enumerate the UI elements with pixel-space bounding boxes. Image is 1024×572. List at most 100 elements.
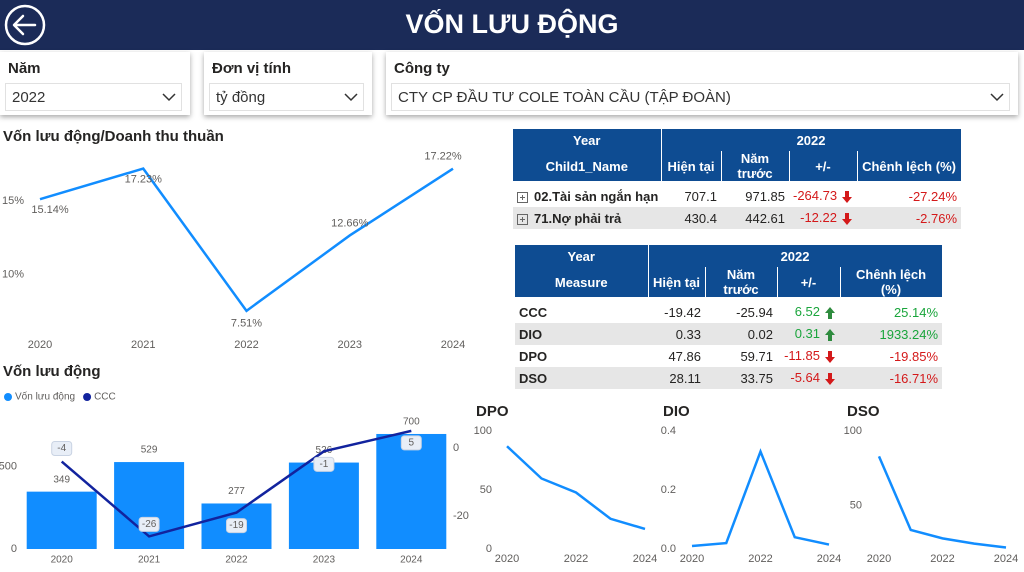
data-label: 349: [53, 474, 70, 485]
cell-text: 28.11: [669, 370, 701, 386]
back-button[interactable]: [3, 3, 47, 47]
dropdown[interactable]: CTY CP ĐẦU TƯ COLE TOÀN CẦU (TẬP ĐOÀN): [391, 83, 1010, 111]
y-tick-label: 0.0: [661, 543, 676, 555]
cell-text: -25.94: [736, 304, 773, 320]
dropdown-value: tỷ đồng: [216, 89, 266, 106]
header-cell: Measure: [515, 267, 649, 297]
x-tick-label: 2023: [338, 339, 362, 351]
data-label-box: [51, 441, 73, 457]
data-label: -4: [57, 443, 66, 454]
y-tick-label: 0.2: [661, 484, 676, 496]
header-cell: Chênh lệch (%): [857, 151, 962, 181]
cell-text: 0.33: [675, 326, 701, 342]
cell-text: 25.14%: [893, 304, 939, 320]
header-cell: Year: [513, 129, 662, 151]
header-cell: +/-: [789, 151, 858, 181]
x-tick-label: 2020: [495, 553, 519, 565]
table-cell: -19.85%: [840, 345, 942, 367]
company-filter: Công ty CTY CP ĐẦU TƯ COLE TOÀN CẦU (TẬP…: [386, 52, 1018, 115]
dropdown[interactable]: 2022: [5, 83, 182, 111]
table-row: CCC -19.42 -25.94 6.52 25.14%: [515, 301, 942, 323]
down-arrow: [842, 190, 853, 203]
cell-text: 6.52: [794, 304, 820, 320]
legend-label: CCC: [94, 392, 116, 403]
cell-text: -264.73: [793, 188, 838, 204]
table-cell: 971.85: [721, 185, 789, 207]
x-tick-label: 2024: [817, 553, 841, 565]
table-cell: -5.64: [777, 367, 840, 389]
unit-filter: Đơn vị tính tỷ đồng: [204, 52, 372, 115]
table-cell: -11.85: [777, 345, 840, 367]
table-cell: 28.11: [648, 367, 705, 389]
cell-text: -27.24%: [908, 188, 958, 204]
header-cell: Năm trước: [721, 151, 790, 181]
dropdown[interactable]: tỷ đồng: [209, 83, 364, 111]
header-cell: +/-: [777, 267, 841, 297]
cell-text: DSO: [519, 370, 548, 386]
y-tick-label: 0.4: [661, 425, 676, 437]
table-cell: DSO: [515, 367, 648, 389]
table-row: DSO 28.11 33.75 -5.64 -16.71%: [515, 367, 943, 389]
data-label: 7.51%: [231, 318, 262, 330]
table-cell: 25.14%: [840, 301, 942, 323]
data-label: 15.14%: [31, 204, 69, 216]
table-cell: -27.24%: [857, 185, 961, 207]
table-cell: -19.42: [648, 301, 705, 323]
cell-text: -5.64: [790, 370, 820, 386]
cell-text: -16.71%: [889, 370, 939, 386]
x-tick-label: 2022: [564, 553, 588, 565]
y-tick-label: 100: [474, 425, 492, 437]
table-cell: 6.52: [777, 301, 840, 323]
x-tick-label: 2020: [867, 553, 891, 565]
table-cell: DIO: [515, 323, 648, 345]
dropdown-value: 2022: [12, 89, 46, 106]
cell-text: 02.Tài sản ngắn hạn: [534, 188, 659, 204]
cell-text: -19.42: [664, 304, 701, 320]
cell-text: 430.4: [684, 210, 717, 226]
y2-tick-label: 0: [453, 442, 459, 454]
bar: [376, 433, 447, 549]
data-label: -26: [142, 519, 157, 530]
table-cell: DPO: [515, 345, 648, 367]
data-label: 5: [409, 438, 415, 449]
cell-text: 71.Nợ phải trả: [534, 210, 622, 226]
header-cell: Chênh lệch (%): [840, 267, 943, 297]
cell-text: -2.76%: [915, 210, 958, 226]
filter-label: Năm: [8, 60, 41, 77]
y-tick-label: 0: [486, 543, 492, 555]
chart-title: Vốn lưu động/Doanh thu thuần: [3, 128, 224, 145]
table-cell: 59.71: [705, 345, 777, 367]
cell-text: 33.75: [740, 370, 773, 386]
data-label-box: [400, 435, 422, 451]
data-label: 277: [228, 486, 245, 497]
header-bar: VỐN LƯU ĐỘNG: [0, 0, 1024, 50]
expand-icon[interactable]: [517, 191, 528, 203]
header-cell: Hiện tại: [648, 267, 706, 297]
cell-text: -12.22: [800, 210, 837, 226]
up-arrow: [825, 328, 835, 341]
legend-label: Vốn lưu động: [15, 391, 75, 403]
y-tick-label: 15%: [2, 195, 24, 207]
header-cell: Hiện tại: [661, 151, 722, 181]
table-row: DIO 0.33 0.02 0.31 1933.24%: [515, 323, 943, 345]
header-cell: 2022: [648, 245, 943, 267]
table-cell: -25.94: [705, 301, 777, 323]
header-cell: 2022: [661, 129, 962, 151]
table-row: DPO 47.86 59.71 -11.85 -19.85%: [515, 345, 942, 367]
expand-icon[interactable]: [517, 213, 528, 225]
table-cell: 0.31: [777, 323, 840, 345]
bar: [26, 491, 97, 549]
data-label-box: [226, 518, 247, 534]
header-cell: Năm trước: [705, 267, 778, 297]
table-cell: 47.86: [648, 345, 705, 367]
x-tick-label: 2024: [400, 555, 423, 566]
table-cell: -12.22: [789, 207, 857, 229]
x-tick-label: 2024: [441, 339, 465, 351]
y-tick-label: 50: [850, 500, 862, 512]
cell-text: 59.71: [740, 348, 773, 364]
cell-text: 47.86: [668, 348, 701, 364]
x-tick-label: 2020: [680, 553, 704, 565]
y2-tick-label: -20: [453, 510, 469, 522]
cell-text: 0.31: [794, 326, 820, 342]
table-cell: -264.73: [789, 185, 857, 207]
